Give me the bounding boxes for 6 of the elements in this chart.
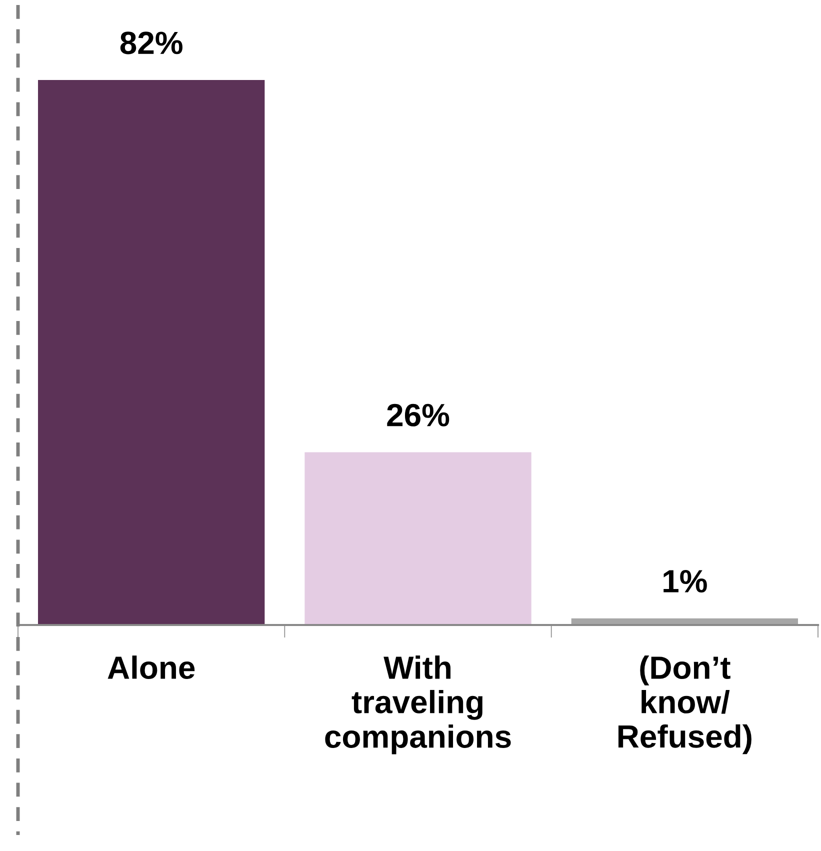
data-label: 1% — [664, 570, 707, 593]
data-label: 26% — [387, 404, 450, 426]
x-tick-label: With traveling companions — [325, 656, 511, 754]
x-tick-label: (Don’t know/ Refused) — [618, 656, 752, 754]
x-tick-label: Alone — [108, 656, 195, 680]
data-label: 82% — [120, 32, 182, 54]
